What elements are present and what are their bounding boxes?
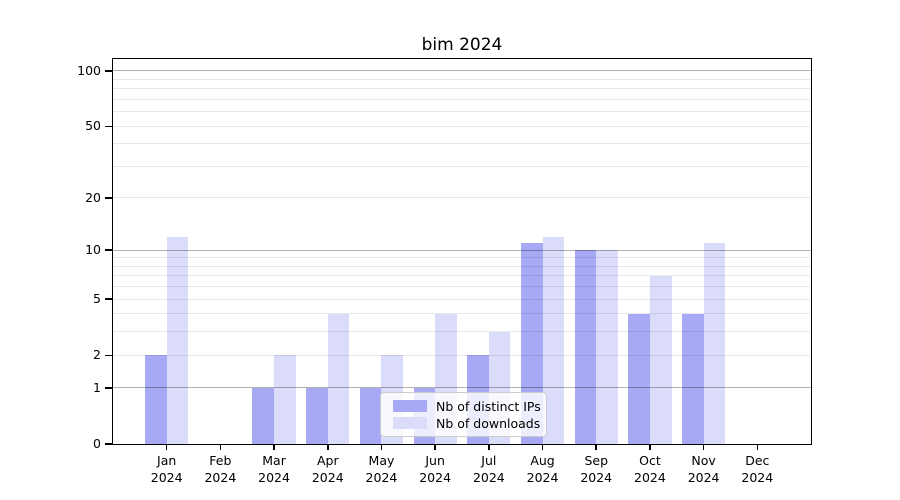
x-axis-tick-label-jun: Jun 2024: [419, 453, 452, 485]
legend-item-distinct-ips: Nb of distinct IPs: [393, 398, 541, 414]
gridline-minor-6: [113, 286, 811, 288]
bar-downloads-oct: [649, 275, 672, 444]
gridline-minor-60: [113, 111, 811, 113]
gridline-minor-8: [113, 265, 811, 267]
gridline-minor-5: [113, 298, 811, 300]
x-axis-tick-label-nov: Nov 2024: [687, 453, 720, 485]
gridline-minor-80: [113, 88, 811, 90]
y-axis-tick-10: [105, 249, 112, 251]
y-axis-tick-5: [105, 298, 112, 300]
legend: Nb of distinct IPs Nb of downloads: [380, 392, 547, 437]
y-axis-tick-50: [105, 125, 112, 127]
gridline-major-10: [113, 249, 811, 251]
x-axis-tick-label-mar: Mar 2024: [258, 453, 290, 485]
gridline-minor-40: [113, 143, 811, 145]
x-axis-tick-label-jul: Jul 2024: [472, 453, 505, 485]
x-axis-tick-mar: [273, 445, 275, 450]
x-axis-tick-oct: [649, 445, 651, 450]
gridline-minor-30: [113, 165, 811, 167]
gridline-minor-3: [113, 331, 811, 333]
bar-distinct-ips-mar: [252, 387, 275, 444]
chart-title: bim 2024: [421, 35, 503, 55]
gridline-minor-9: [113, 257, 811, 259]
x-axis-tick-label-aug: Aug 2024: [526, 453, 559, 485]
bar-downloads-mar: [274, 355, 296, 444]
gridline-minor-50: [113, 125, 811, 127]
legend-swatch-downloads-icon: [393, 417, 427, 429]
x-axis-tick-may: [380, 445, 383, 450]
y-axis-tick-1: [105, 387, 112, 389]
bar-distinct-ips-may: [359, 387, 382, 444]
x-axis-tick-aug: [541, 445, 544, 450]
gridline-major-100: [113, 70, 811, 72]
x-axis-tick-feb: [219, 445, 222, 450]
x-axis-tick-label-dec: Dec 2024: [741, 453, 774, 485]
x-axis-tick-label-sep: Sep 2024: [580, 453, 613, 485]
y-axis-tick-20: [105, 197, 112, 199]
x-axis-tick-jun: [434, 445, 436, 450]
bar-distinct-ips-sep: [574, 250, 597, 444]
gridline-minor-70: [113, 98, 811, 100]
bar-downloads-sep: [596, 250, 618, 444]
gridline-minor-7: [113, 275, 811, 277]
y-axis-tick-label-20: 20: [85, 189, 101, 205]
gridline-minor-90: [113, 78, 811, 80]
bar-downloads-apr: [327, 313, 350, 444]
x-axis-tick-label-oct: Oct 2024: [634, 453, 666, 485]
x-axis-tick-label-apr: Apr 2024: [311, 453, 344, 485]
gridline-minor-4: [113, 313, 811, 315]
bar-downloads-aug: [542, 236, 565, 444]
gridline-minor-2: [113, 354, 811, 356]
x-axis-tick-apr: [326, 445, 329, 450]
bar-distinct-ips-nov: [682, 313, 704, 444]
y-axis-tick-label-0: 0: [93, 436, 101, 451]
legend-swatch-distinct-ips-icon: [393, 400, 427, 412]
x-axis-tick-nov: [702, 445, 705, 450]
bar-downloads-nov: [703, 243, 726, 444]
y-axis-tick-0: [105, 443, 112, 445]
x-axis-tick-jan: [165, 445, 168, 450]
legend-label-distinct-ips: Nb of distinct IPs: [436, 398, 541, 414]
x-axis-tick-label-feb: Feb 2024: [204, 453, 237, 485]
x-axis-tick-label-jan: Jan 2024: [150, 453, 183, 485]
gridline-minor-20: [113, 197, 811, 199]
bar-distinct-ips-apr: [306, 387, 328, 444]
x-axis-tick-sep: [595, 445, 598, 450]
y-axis-tick-2: [105, 354, 112, 356]
x-axis-tick-jul: [488, 445, 490, 450]
legend-label-downloads: Nb of downloads: [436, 415, 541, 431]
bar-distinct-ips-jan: [145, 355, 167, 444]
bar-downloads-jan: [166, 236, 189, 444]
y-axis-tick-label-10: 10: [85, 242, 101, 258]
legend-item-downloads: Nb of downloads: [393, 415, 541, 431]
y-axis-tick-label-100: 100: [77, 62, 101, 78]
y-axis-tick-100: [105, 70, 112, 72]
x-axis-tick-dec: [756, 445, 759, 450]
y-axis-tick-label-5: 5: [93, 291, 101, 307]
y-axis-tick-label-1: 1: [93, 379, 101, 395]
gridline-major-1: [113, 387, 811, 389]
y-axis-tick-label-50: 50: [85, 118, 101, 134]
bar-distinct-ips-oct: [628, 313, 650, 444]
y-axis-tick-label-2: 2: [93, 347, 101, 363]
x-axis-tick-label-may: May 2024: [365, 453, 398, 485]
plot-area: [112, 58, 812, 445]
